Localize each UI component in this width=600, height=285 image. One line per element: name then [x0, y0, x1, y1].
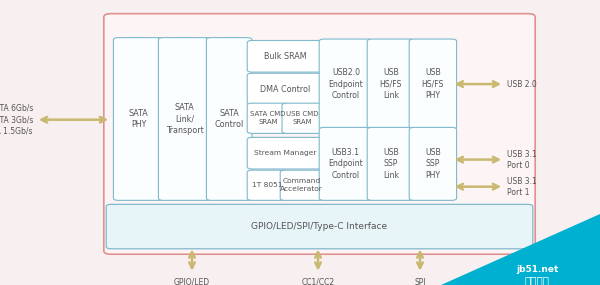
FancyBboxPatch shape: [409, 39, 457, 129]
FancyBboxPatch shape: [106, 204, 533, 249]
FancyBboxPatch shape: [367, 39, 415, 129]
Text: SATA
Link/
Transport: SATA Link/ Transport: [166, 103, 203, 135]
Text: SATA CMD
SRAM: SATA CMD SRAM: [250, 111, 286, 125]
Text: USB3.1
Endpoint
Control: USB3.1 Endpoint Control: [329, 148, 363, 180]
FancyBboxPatch shape: [319, 127, 373, 200]
Text: DMA Control: DMA Control: [260, 85, 310, 93]
FancyBboxPatch shape: [247, 170, 287, 200]
FancyBboxPatch shape: [247, 73, 323, 105]
FancyBboxPatch shape: [113, 38, 164, 200]
FancyBboxPatch shape: [280, 170, 323, 200]
FancyBboxPatch shape: [247, 103, 289, 133]
FancyBboxPatch shape: [104, 14, 535, 254]
FancyBboxPatch shape: [247, 137, 323, 169]
Text: SATA
PHY: SATA PHY: [129, 109, 148, 129]
FancyBboxPatch shape: [367, 127, 415, 200]
FancyBboxPatch shape: [282, 103, 323, 133]
FancyBboxPatch shape: [409, 127, 457, 200]
FancyBboxPatch shape: [319, 39, 373, 129]
Text: SATA 6Gb/s
SATA 3Gb/s
SATA 1.5Gb/s: SATA 6Gb/s SATA 3Gb/s SATA 1.5Gb/s: [0, 103, 33, 136]
Text: GPIO/LED: GPIO/LED: [174, 278, 210, 285]
Text: USB
HS/FS
PHY: USB HS/FS PHY: [422, 68, 444, 100]
Text: USB 3.1
Port 1: USB 3.1 Port 1: [507, 177, 537, 197]
FancyBboxPatch shape: [158, 38, 211, 200]
Text: USB
SSP
Link: USB SSP Link: [383, 148, 399, 180]
Text: SATA
Control: SATA Control: [215, 109, 244, 129]
Text: 脚本之家: 脚本之家: [524, 275, 550, 285]
Text: jb51.net: jb51.net: [516, 265, 558, 274]
Text: SPI: SPI: [414, 278, 426, 285]
Text: USB CMD
SRAM: USB CMD SRAM: [286, 111, 319, 125]
Text: USB2.0
Endpoint
Control: USB2.0 Endpoint Control: [329, 68, 363, 100]
FancyBboxPatch shape: [206, 38, 252, 200]
FancyBboxPatch shape: [247, 40, 323, 72]
Text: CC1/CC2: CC1/CC2: [301, 278, 335, 285]
Text: USB
HS/FS
Link: USB HS/FS Link: [380, 68, 402, 100]
Text: 1T 8051: 1T 8051: [252, 182, 282, 188]
Text: Command
Accelerator: Command Accelerator: [280, 178, 323, 192]
Text: USB 2.0: USB 2.0: [507, 80, 537, 89]
Text: Stream Manager: Stream Manager: [254, 150, 316, 156]
Text: USB
SSP
PHY: USB SSP PHY: [425, 148, 441, 180]
Text: Bulk SRAM: Bulk SRAM: [263, 52, 307, 61]
Text: USB 3.1
Port 0: USB 3.1 Port 0: [507, 150, 537, 170]
Polygon shape: [441, 214, 600, 285]
Text: GPIO/LED/SPI/Type-C Interface: GPIO/LED/SPI/Type-C Interface: [251, 222, 388, 231]
